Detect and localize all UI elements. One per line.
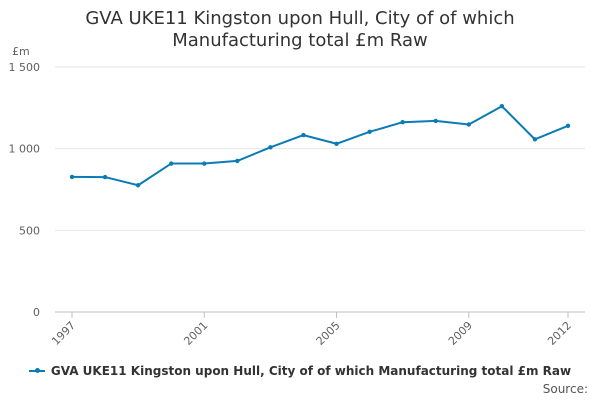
source-label: Source: xyxy=(542,382,588,396)
data-point-2004[interactable] xyxy=(301,132,306,138)
axes: 0 500 1 000 1 500 1997 2001 2005 2009 2012 xyxy=(9,61,575,348)
data-point-2006[interactable] xyxy=(367,129,372,135)
data-point-2011[interactable] xyxy=(532,137,538,142)
data-point-2002[interactable] xyxy=(235,158,240,164)
data-point-2009[interactable] xyxy=(466,122,471,127)
data-point-2010[interactable] xyxy=(499,104,505,109)
legend-label: GVA UKE11 Kingston upon Hull, City of of… xyxy=(50,364,572,378)
legend[interactable]: GVA UKE11 Kingston upon Hull, City of of… xyxy=(0,364,600,384)
chart-title-line-2: Manufacturing total £m Raw xyxy=(172,30,428,51)
data-point-2003[interactable] xyxy=(268,145,273,150)
data-point-2012[interactable] xyxy=(565,123,571,128)
data-point-2007[interactable] xyxy=(400,120,405,125)
data-point-1998[interactable] xyxy=(102,174,108,180)
y-tick-label-2: 1 000 xyxy=(9,143,41,156)
x-tick-label-3: 2009 xyxy=(446,319,475,348)
x-tick-label-2: 2005 xyxy=(314,319,343,348)
y-tick-label-0: 0 xyxy=(33,306,40,319)
series-layer xyxy=(69,104,571,188)
data-point-1997[interactable] xyxy=(69,174,75,180)
data-point-1999[interactable] xyxy=(135,183,141,188)
grid-lines xyxy=(55,66,585,313)
legend-line-marker-icon xyxy=(28,366,45,376)
data-point-2001[interactable] xyxy=(202,161,207,166)
data-point-2000[interactable] xyxy=(169,161,174,166)
chart-title: GVA UKE11 Kingston upon Hull, City of of… xyxy=(0,8,600,52)
x-tick-label-4: 2012 xyxy=(545,319,574,348)
x-tick-label-1: 2001 xyxy=(181,319,210,348)
chart-title-line-1: GVA UKE11 Kingston upon Hull, City of of… xyxy=(85,8,515,29)
series-line-0 xyxy=(71,105,569,187)
legend-item[interactable]: GVA UKE11 Kingston upon Hull, City of of… xyxy=(28,364,572,378)
y-tick-label-1: 500 xyxy=(19,224,40,237)
x-tick-label-0: 1997 xyxy=(49,319,78,348)
data-point-2005[interactable] xyxy=(334,141,339,146)
y-tick-label-3: 1 500 xyxy=(9,61,41,74)
y-axis-unit-label: £m xyxy=(12,45,30,58)
data-point-2008[interactable] xyxy=(433,118,438,124)
